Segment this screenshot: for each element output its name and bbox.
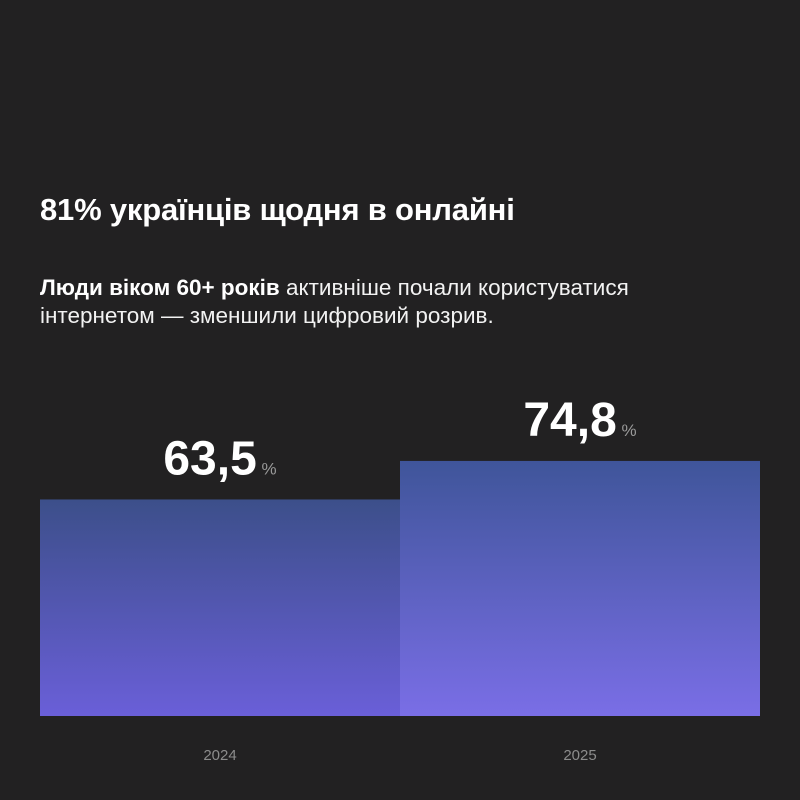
value-unit: % [262,459,277,478]
x-tick-2025: 2025 [563,747,596,764]
value-number: 74,8 [523,394,616,447]
bar-2024 [40,499,400,716]
bar-2025 [400,460,760,716]
subtitle-rest: активніше почали користуватися інтернето… [40,275,629,328]
chart-title: 81% українців щодня в онлайні [40,192,515,227]
chart-subtitle: Люди віком 60+ років активніше почали ко… [40,274,740,330]
value-label-2024: 63,5 % [163,432,276,485]
x-tick-2024: 2024 [203,747,236,764]
value-unit: % [622,421,637,440]
value-number: 63,5 [163,432,256,485]
subtitle-bold: Люди віком 60+ років [40,275,280,300]
value-label-2025: 74,8 % [523,394,636,447]
